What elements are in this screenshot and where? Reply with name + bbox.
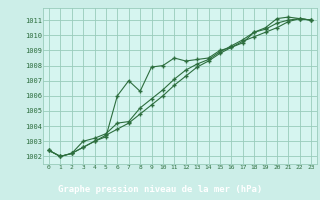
Text: Graphe pression niveau de la mer (hPa): Graphe pression niveau de la mer (hPa) bbox=[58, 185, 262, 194]
